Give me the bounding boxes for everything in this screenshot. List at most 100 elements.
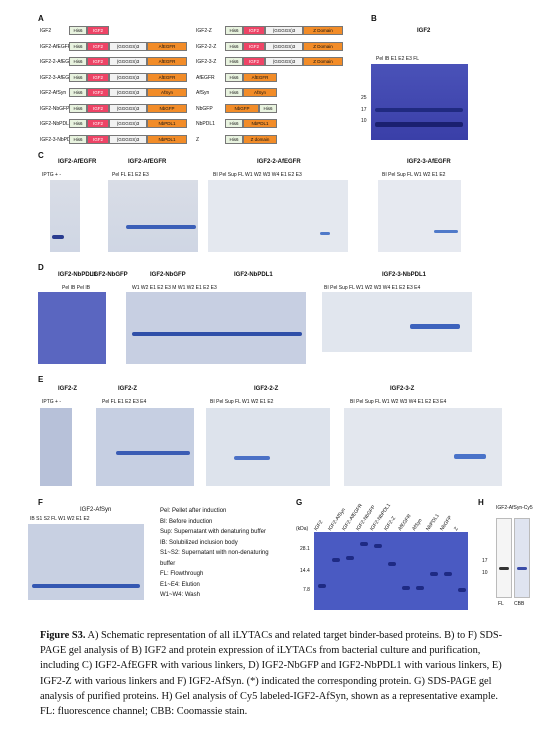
construct-segment: His6 xyxy=(225,119,243,128)
caption-label: Figure S3. xyxy=(40,630,86,641)
construct-segment: His6 xyxy=(225,57,243,66)
construct-name: IGF2-3-Z xyxy=(196,59,217,65)
figure-caption: Figure S3. A) Schematic representation o… xyxy=(40,628,510,719)
gel-f-lanes: IB S1 S2 FL W1 W2 E1 E2 xyxy=(30,516,90,522)
gel-g-mw-7: 7.8 xyxy=(303,587,310,593)
construct-name: IGF2-Z xyxy=(196,28,212,34)
gel-c1-lanes: IPTG + - xyxy=(42,172,62,178)
construct-segment: (GGGGS)3 xyxy=(109,134,147,144)
construct-segment: IGF2 xyxy=(243,41,265,51)
construct-segment: His6 xyxy=(69,103,87,113)
construct-segment: (GGGGS)3 xyxy=(109,41,147,51)
panel-label-b: B xyxy=(371,14,377,23)
gel-c3-title: IGF2-2-AfEGFR xyxy=(257,159,301,165)
construct-segment: His6 xyxy=(259,103,277,113)
gel-c3-lanes: BI Pel Sup FL W1 W2 W3 W4 E1 E2 E3 xyxy=(213,172,302,178)
gel-legend: Pel: Pellet after induction BI: Before i… xyxy=(160,506,269,601)
construct-segment: AfSyn xyxy=(243,88,277,97)
gel-c1-title: IGF2-AfEGFR xyxy=(58,159,97,165)
gel-g xyxy=(314,532,468,610)
construct-name: IGF2-NbGFP xyxy=(40,105,70,112)
legend-item: S1~S2: Supernatant with non-denaturing xyxy=(160,550,269,556)
gel-d3 xyxy=(322,292,472,352)
gel-d2-title: IGF2-NbGFP xyxy=(92,272,128,278)
gel-e3 xyxy=(206,408,330,486)
construct-segment: Z Domain xyxy=(303,57,343,66)
construct-segment: His6 xyxy=(69,57,87,66)
gel-g-lane-label: NbGFP xyxy=(439,514,454,532)
gel-d1-lanes: Pel IB Pel IB xyxy=(62,285,91,291)
legend-item: Pel: Pellet after induction xyxy=(160,508,227,514)
construct-segment: (GGGGS)3 xyxy=(109,88,147,97)
gel-e1 xyxy=(40,408,72,486)
construct-segment: IGF2 xyxy=(87,26,109,35)
gel-f-title: IGF2-AfSyn xyxy=(80,507,112,513)
gel-h-mw-17: 17 xyxy=(482,558,488,564)
legend-item: E1~E4: Elution xyxy=(160,581,200,588)
construct-segment: IGF2 xyxy=(87,103,109,113)
gel-e3-lanes: BI Pel Sup FL W1 W2 E1 E2 xyxy=(210,399,274,405)
gel-e1-lanes: IPTG + - xyxy=(42,399,62,405)
construct-segment: His6 xyxy=(225,134,243,144)
caption-text: A) Schematic representation of all iLYTA… xyxy=(40,630,503,718)
construct-segment: NbGFP xyxy=(225,103,259,113)
construct-segment: His6 xyxy=(69,72,87,82)
gel-d4-title: IGF2-NbPDL1 xyxy=(234,272,273,278)
gel-g-lane-label: IGF2-Z xyxy=(383,515,398,532)
gel-e4 xyxy=(344,408,502,486)
gel-c3 xyxy=(208,180,348,252)
construct-segment: (GGGGS)3 xyxy=(109,57,147,66)
gel-b xyxy=(371,64,468,140)
construct-segment: NbPDL1 xyxy=(147,134,187,144)
legend-item: FL: Flowthrough xyxy=(160,571,204,577)
construct-segment: AfSyn xyxy=(147,88,187,97)
construct-segment: IGF2 xyxy=(87,41,109,51)
construct-segment: IGF2 xyxy=(87,57,109,66)
construct-segment: Z domain xyxy=(243,134,277,144)
panel-label-e: E xyxy=(38,375,44,384)
construct-segment: His6 xyxy=(69,88,87,97)
construct-segment: (GGGGS)3 xyxy=(265,57,303,66)
panel-label-d: D xyxy=(38,263,44,272)
construct-segment: His6 xyxy=(69,26,87,35)
construct-segment: AfEGFR xyxy=(147,41,187,51)
construct-segment: NbPDL1 xyxy=(243,119,277,128)
gel-e4-lanes: BI Pel Sup FL W1 W2 W3 W4 E1 E2 E3 E4 xyxy=(350,399,447,405)
construct-name: IGF2-3-NbPDL1 xyxy=(40,136,77,143)
gel-c4-lanes: BI Pel Sup FL W1 W2 E1 E2 xyxy=(382,172,446,178)
gel-g-kda: (kDa) xyxy=(296,526,309,532)
gel-c2 xyxy=(108,180,198,252)
gel-d5-title: IGF2-3-NbPDL1 xyxy=(382,272,427,278)
gel-e2-lanes: Pel FL E1 E2 E3 E4 xyxy=(102,399,147,405)
construct-segment: NbGFP xyxy=(147,103,187,113)
gel-d2-lanes: W1 W2 E1 E2 E3 M W1 W2 E1 E2 E3 xyxy=(132,285,217,291)
construct-segment: (GGGGS)3 xyxy=(109,119,147,128)
construct-name: NbPDL1 xyxy=(196,121,215,127)
construct-segment: His6 xyxy=(225,88,243,97)
gel-e3-title: IGF2-2-Z xyxy=(254,386,279,392)
construct-segment: (GGGGS)3 xyxy=(109,72,147,82)
construct-name: IGF2-2-Z xyxy=(196,43,217,50)
construct-segment: (GGGGS)3 xyxy=(265,41,303,51)
construct-segment: IGF2 xyxy=(87,72,109,82)
gel-d3-title: IGF2-NbGFP xyxy=(150,272,186,278)
gel-c4-title: IGF2-3-AfEGFR xyxy=(407,159,451,165)
construct-segment: His6 xyxy=(69,41,87,51)
gel-b-lanes: Pel IB E1 E2 E3 FL xyxy=(376,56,420,62)
construct-segment: Z Domain xyxy=(303,26,343,35)
construct-name: IGF2 xyxy=(40,28,52,34)
construct-segment: NbPDL1 xyxy=(147,119,187,128)
construct-name: NbGFP xyxy=(196,105,213,112)
gel-b-mw-25: 25 xyxy=(361,95,367,101)
construct-segment: AfEGFR xyxy=(147,72,187,82)
gel-c2-lanes: Pel FL E1 E2 E3 xyxy=(112,172,149,178)
construct-name: IGF2-3-AfEGFR xyxy=(40,74,76,81)
construct-segment: AfEGFR xyxy=(147,57,187,66)
panel-label-f: F xyxy=(38,498,43,507)
construct-name: IGF2-AfSyn xyxy=(40,90,67,96)
legend-item: IB: Solubilized inclusion body xyxy=(160,539,238,546)
construct-segment: (GGGGS)3 xyxy=(265,26,303,35)
panel-label-c: C xyxy=(38,151,44,160)
gel-g-lane-label: NbPDL1 xyxy=(425,513,441,532)
construct-name: AfSyn xyxy=(196,90,210,96)
